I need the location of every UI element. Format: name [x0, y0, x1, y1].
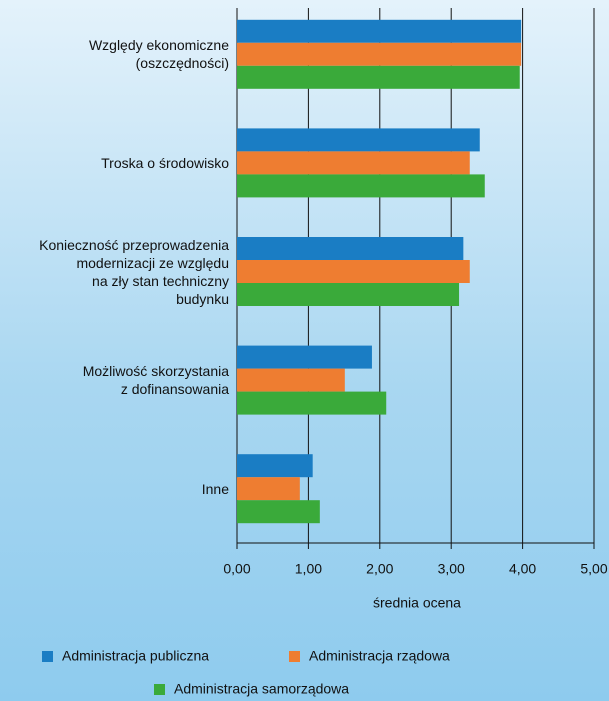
category-label: Konieczność przeprowadzenia modernizacji…: [39, 236, 229, 307]
bar: [237, 500, 320, 524]
legend-label: Administracja publiczna: [62, 648, 209, 664]
legend-label: Administracja rządowa: [309, 648, 450, 664]
category-label: Troska o środowisko: [101, 154, 229, 171]
x-tick-label: 1,00: [295, 561, 322, 577]
legend-swatch: [42, 651, 53, 662]
legend-swatch: [289, 651, 300, 662]
legend-swatch: [154, 684, 165, 695]
x-tick-label: 0,00: [223, 561, 250, 577]
bar: [237, 151, 470, 175]
x-axis-label: średnia ocena: [373, 595, 461, 611]
legend-label: Administracja samorządowa: [174, 681, 349, 697]
bar: [237, 65, 520, 89]
bar: [237, 237, 464, 260]
bar: [237, 42, 522, 66]
x-tick-label: 2,00: [366, 561, 393, 577]
bar: [237, 283, 460, 306]
bar: [237, 260, 470, 283]
bar: [237, 345, 372, 369]
bar: [237, 19, 522, 43]
x-tick-label: 3,00: [438, 561, 465, 577]
bar: [237, 368, 345, 392]
x-tick-label: 5,00: [580, 561, 607, 577]
category-label: Możliwość skorzystania z dofinansowania: [82, 363, 229, 398]
bar: [237, 391, 387, 415]
bar: [237, 174, 485, 198]
bar: [237, 128, 480, 152]
bar: [237, 477, 300, 501]
x-tick-label: 4,00: [509, 561, 536, 577]
bar: [237, 454, 313, 478]
category-label: Inne: [201, 480, 229, 497]
category-label: Względy ekonomiczne (oszczędności): [88, 37, 229, 72]
